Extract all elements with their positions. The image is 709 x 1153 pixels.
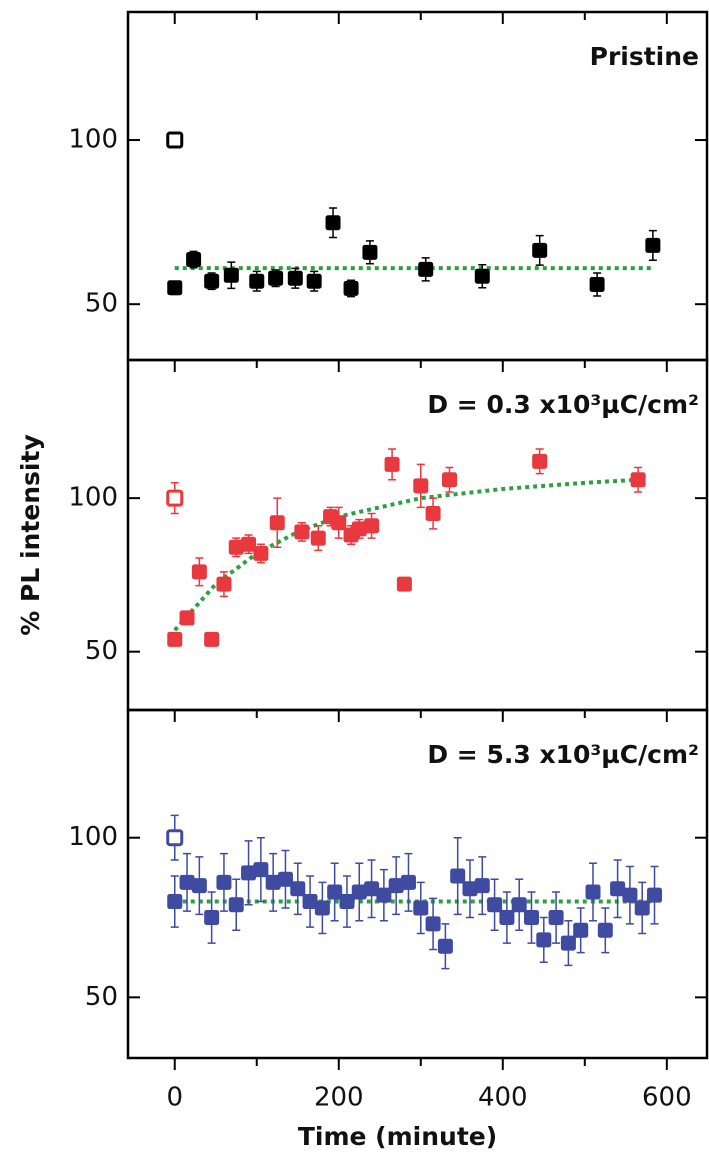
data-point (499, 910, 515, 926)
data-point (645, 237, 661, 253)
hollow-point (166, 131, 184, 149)
annotation: D = 0.3 x10³µC/cm² (427, 390, 699, 419)
data-point (186, 252, 202, 268)
data-point (204, 910, 220, 926)
annotation: D = 5.3 x10³µC/cm² (427, 740, 699, 769)
fit-line (173, 477, 639, 632)
data-point (441, 472, 457, 488)
data-point (204, 631, 220, 647)
data-point (532, 453, 548, 469)
data-point (622, 887, 638, 903)
x-axis-label: Time (minute) (298, 1122, 497, 1151)
data-point (290, 881, 306, 897)
data-point (474, 878, 490, 894)
data-point (362, 244, 378, 260)
y-tick-label: 50 (85, 289, 118, 319)
data-point (487, 897, 503, 913)
hollow-point (166, 829, 184, 847)
panel-frame (126, 708, 709, 1060)
data-point (331, 515, 347, 531)
y-tick-label: 50 (85, 982, 118, 1012)
data-point (191, 564, 207, 580)
data-point (647, 887, 663, 903)
data-point (216, 874, 232, 890)
hollow-point (166, 489, 184, 507)
data-point (585, 884, 601, 900)
data-point (191, 878, 207, 894)
data-point (204, 273, 220, 289)
data-point (418, 261, 434, 277)
data-point (548, 910, 564, 926)
data-point (376, 887, 392, 903)
data-point (523, 910, 539, 926)
data-point (597, 922, 613, 938)
data-point (589, 276, 605, 292)
y-tick-label: 50 (85, 636, 118, 666)
data-point (413, 900, 429, 916)
data-point (167, 894, 183, 910)
data-point (532, 242, 548, 258)
data-point (294, 524, 310, 540)
data-point (179, 610, 195, 626)
data-point (339, 894, 355, 910)
y-tick-label: 100 (68, 125, 118, 155)
data-point (310, 530, 326, 546)
y-tick-label: 100 (68, 483, 118, 513)
data-point (228, 897, 244, 913)
data-point (343, 280, 359, 296)
annotation: Pristine (590, 42, 699, 71)
data-point (450, 868, 466, 884)
data-point (223, 267, 239, 283)
data-point (253, 545, 269, 561)
data-point (560, 935, 576, 951)
y-axis-label: % PL intensity (16, 434, 45, 635)
data-point (364, 518, 380, 534)
data-point (437, 938, 453, 954)
y-tick-label: 100 (68, 822, 118, 852)
data-point (384, 456, 400, 472)
data-point (253, 862, 269, 878)
data-point (268, 270, 284, 286)
data-point (413, 478, 429, 494)
data-point (400, 874, 416, 890)
data-point (425, 916, 441, 932)
data-point (216, 576, 232, 592)
data-point (277, 871, 293, 887)
data-point (241, 536, 257, 552)
x-tick-label: 200 (314, 1083, 364, 1113)
data-point (630, 472, 646, 488)
data-point (425, 506, 441, 522)
data-point (249, 273, 265, 289)
data-point (314, 900, 330, 916)
data-point (536, 932, 552, 948)
x-tick-label: 600 (642, 1083, 692, 1113)
data-point (325, 215, 341, 231)
data-point (167, 631, 183, 647)
x-tick-label: 400 (478, 1083, 528, 1113)
data-point (167, 280, 183, 296)
data-point (573, 922, 589, 938)
data-point (511, 897, 527, 913)
data-point (287, 270, 303, 286)
data-point (269, 515, 285, 531)
data-point (396, 576, 412, 592)
data-point (474, 268, 490, 284)
x-tick-label: 0 (166, 1083, 183, 1113)
data-point (306, 273, 322, 289)
data-point (327, 884, 343, 900)
data-point (634, 900, 650, 916)
